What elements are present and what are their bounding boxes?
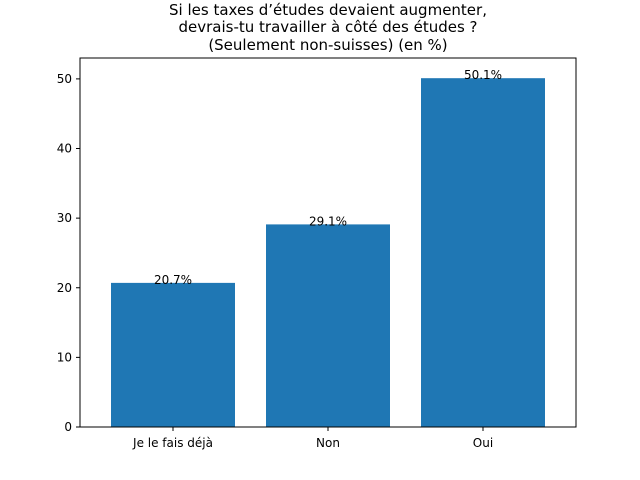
y-tick-label-3: 30 bbox=[57, 211, 72, 225]
data-labels-group: 20.7% 29.1% 50.1% bbox=[154, 68, 502, 287]
chart-title-line-1: Si les taxes d’études devaient augmenter… bbox=[169, 1, 487, 19]
bar-2 bbox=[421, 78, 545, 427]
data-label-1: 29.1% bbox=[309, 214, 347, 228]
chart-title-line-3: (Seulement non-suisses) (en %) bbox=[208, 36, 447, 54]
bar-1 bbox=[266, 224, 390, 427]
plot-frame bbox=[79, 57, 577, 428]
x-axis: Je le fais déjà Non Oui bbox=[132, 427, 493, 450]
y-tick-label-1: 10 bbox=[57, 350, 72, 364]
bars-group bbox=[111, 78, 545, 427]
y-tick-label-2: 20 bbox=[57, 281, 72, 295]
x-tick-label-2: Oui bbox=[473, 436, 493, 450]
x-tick-label-0: Je le fais déjà bbox=[132, 436, 213, 450]
bar-0 bbox=[111, 282, 235, 427]
y-axis: 0 10 20 30 40 50 bbox=[57, 72, 80, 434]
chart-title-line-2: devrais-tu travailler à côté des études … bbox=[178, 18, 477, 36]
y-tick-label-5: 50 bbox=[57, 72, 72, 86]
data-label-0: 20.7% bbox=[154, 273, 192, 287]
y-tick-label-4: 40 bbox=[57, 142, 72, 156]
y-tick-label-0: 0 bbox=[64, 420, 72, 434]
data-label-2: 50.1% bbox=[464, 68, 502, 82]
chart-title: Si les taxes d’études devaient augmenter… bbox=[169, 1, 487, 54]
x-tick-label-1: Non bbox=[316, 436, 340, 450]
